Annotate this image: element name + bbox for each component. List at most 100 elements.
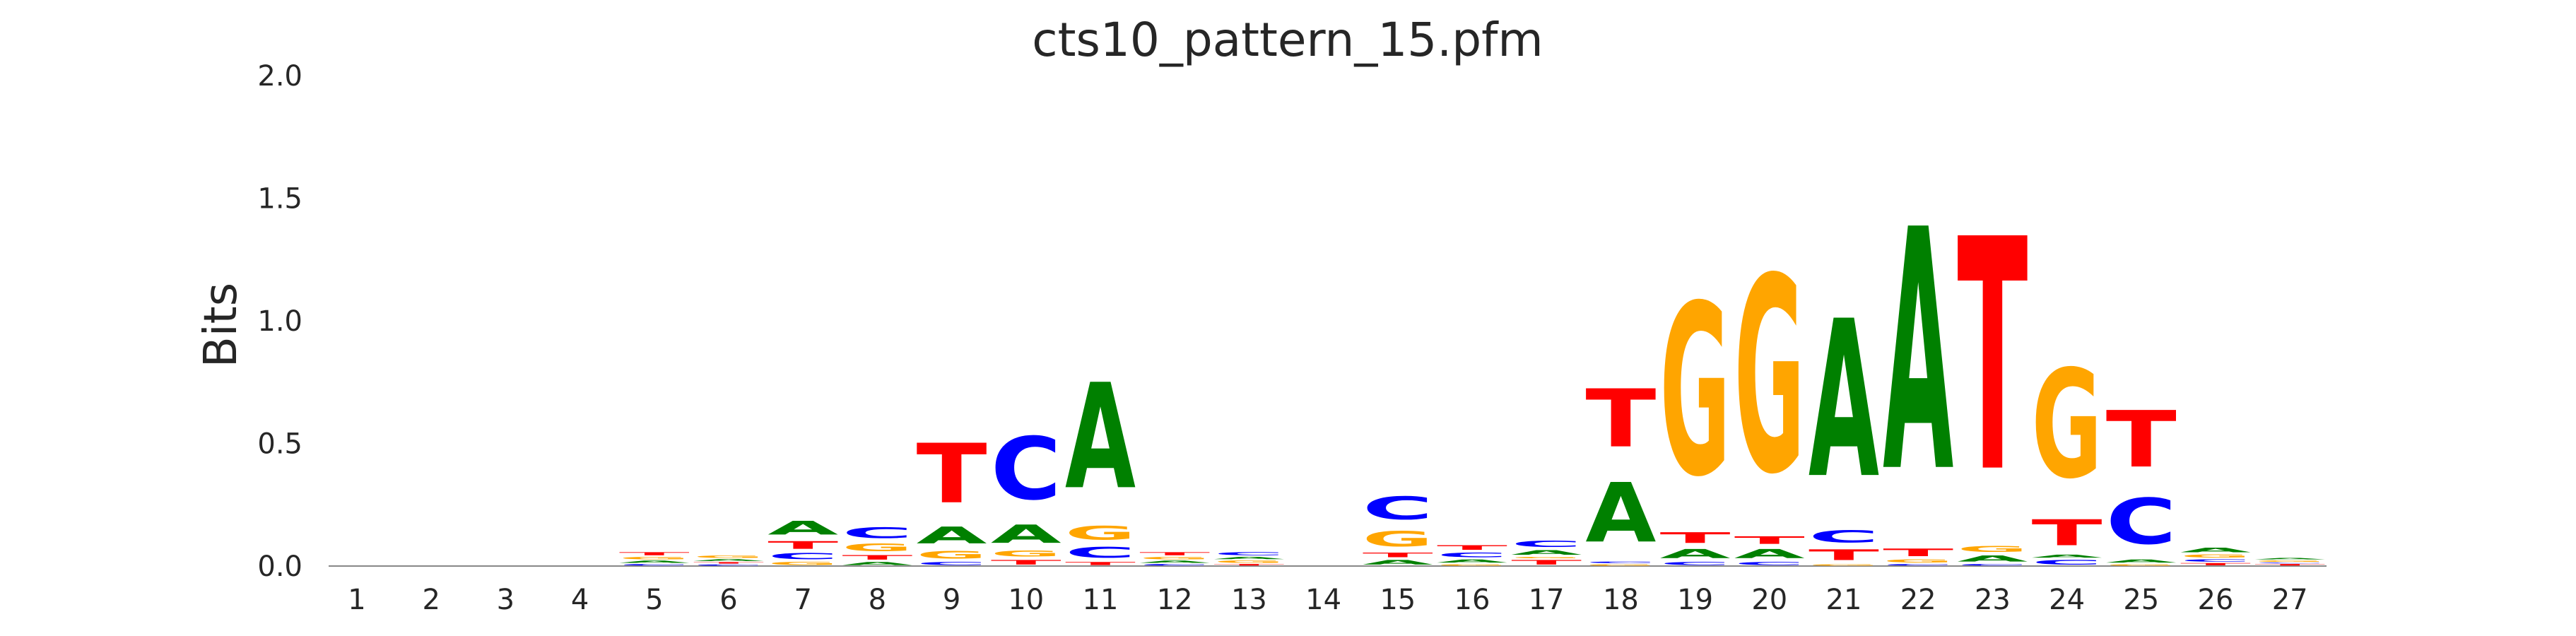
logo-letter-c: C — [917, 561, 987, 566]
logo-letter-a: A — [1883, 160, 1954, 546]
logo-letter-a: A — [1139, 560, 1210, 563]
y-tick-label: 0.0 — [257, 550, 302, 583]
logo-letter-c: C — [1213, 551, 1284, 556]
logo-letter-t: T — [693, 562, 764, 564]
logo-letter-c: C — [2032, 559, 2102, 566]
logo-letter-g: G — [767, 561, 838, 566]
logo-letter-g: G — [619, 556, 690, 560]
logo-letter-c: C — [1957, 564, 2028, 566]
logo-letter-g: G — [1511, 556, 1582, 558]
x-tick-label: 20 — [1751, 584, 1787, 616]
y-tick-label: 2.0 — [257, 60, 302, 93]
logo-letter-t: T — [1957, 173, 2028, 544]
logo-letter-c: C — [1511, 539, 1582, 549]
logo-letter-a: A — [1065, 353, 1136, 522]
logo-letter-g: G — [2180, 554, 2251, 559]
logo-letter-a: A — [842, 561, 912, 566]
logo-letter-a: A — [1734, 546, 1805, 561]
logo-letter-c: C — [1734, 561, 1805, 566]
x-tick-label: 8 — [869, 584, 886, 616]
x-tick-label: 4 — [571, 584, 589, 616]
logo-letter-g: G — [1139, 556, 1210, 560]
logo-letter-t: T — [1660, 529, 1731, 546]
x-tick-label: 3 — [497, 584, 514, 616]
logo-letter-a: A — [693, 559, 764, 562]
logo-letter-t: T — [1065, 561, 1136, 566]
y-axis-label: Bits — [195, 283, 247, 367]
logo-letter-t: T — [1139, 551, 1210, 556]
x-axis-ticks: 1 2 3 4 5 6 7 8 9 10 11 12 13 14 15 16 17 18 19 20 21 22 23 24 2… — [348, 584, 2307, 616]
logo-stacks: CAGTCTAGGCTAATGCCGATTGACTCGACAGTTGACATGC… — [619, 160, 2326, 566]
y-tick-label: 0.5 — [257, 428, 302, 461]
logo-letter-c: C — [693, 564, 764, 566]
logo-letter-t: T — [767, 539, 838, 551]
logo-letter-a: A — [1213, 556, 1284, 560]
x-tick-label: 25 — [2123, 584, 2159, 616]
x-tick-label: 7 — [794, 584, 811, 616]
logo-letter-c: C — [2180, 559, 2251, 563]
logo-letter-c: C — [1809, 527, 1879, 547]
x-tick-label: 12 — [1157, 584, 1193, 616]
chart-title: cts10_pattern_15.pfm — [1032, 13, 1543, 67]
logo-letter-a: A — [619, 560, 690, 563]
logo-letter-g: G — [1957, 544, 2028, 554]
logo-letter-t: T — [1213, 564, 1284, 566]
logo-letter-t: T — [842, 554, 912, 561]
logo-letter-g: G — [693, 555, 764, 558]
logo-letter-g: G — [1065, 522, 1136, 544]
logo-letter-c: C — [1139, 564, 1210, 566]
logo-letter-a: A — [2106, 559, 2177, 564]
logo-letter-a: A — [2180, 546, 2251, 553]
logo-letter-t: T — [2180, 563, 2251, 566]
logo-letter-c: C — [2254, 563, 2325, 564]
x-tick-label: 21 — [1826, 584, 1862, 616]
logo-letter-a: A — [1363, 559, 1433, 566]
logo-letter-g: G — [1883, 559, 1953, 564]
x-tick-label: 24 — [2049, 584, 2085, 616]
logo-letter-c: C — [991, 420, 1061, 519]
logo-letter-a: A — [1809, 276, 1879, 527]
x-tick-label: 23 — [1975, 584, 2011, 616]
logo-letter-g: G — [1660, 257, 1731, 529]
x-tick-label: 15 — [1380, 584, 1416, 616]
logo-letter-t: T — [1363, 551, 1433, 558]
logo-letter-a: A — [2254, 558, 2325, 560]
x-tick-label: 26 — [2198, 584, 2234, 616]
logo-letter-g: G — [1809, 564, 1879, 566]
x-tick-label: 6 — [719, 584, 737, 616]
x-tick-label: 10 — [1008, 584, 1044, 616]
logo-letter-a: A — [1957, 554, 2028, 564]
logo-letter-t: T — [2106, 394, 2177, 485]
logo-letter-g: G — [917, 549, 987, 561]
x-tick-label: 13 — [1231, 584, 1267, 616]
logo-letter-a: A — [1437, 559, 1507, 564]
logo-letter-a: A — [917, 522, 987, 549]
logo-letter-g: G — [991, 549, 1061, 559]
logo-letter-t: T — [1883, 546, 1953, 558]
logo-letter-g: G — [1585, 564, 1656, 566]
logo-letter-c: C — [1363, 490, 1433, 527]
logo-letter-t: T — [1511, 559, 1582, 566]
logo-letter-t: T — [1437, 544, 1507, 551]
logo-letter-c: C — [1585, 561, 1656, 563]
y-tick-label: 1.5 — [257, 183, 302, 216]
logo-letter-a: A — [1585, 466, 1656, 561]
logo-letter-t: T — [991, 559, 1061, 566]
